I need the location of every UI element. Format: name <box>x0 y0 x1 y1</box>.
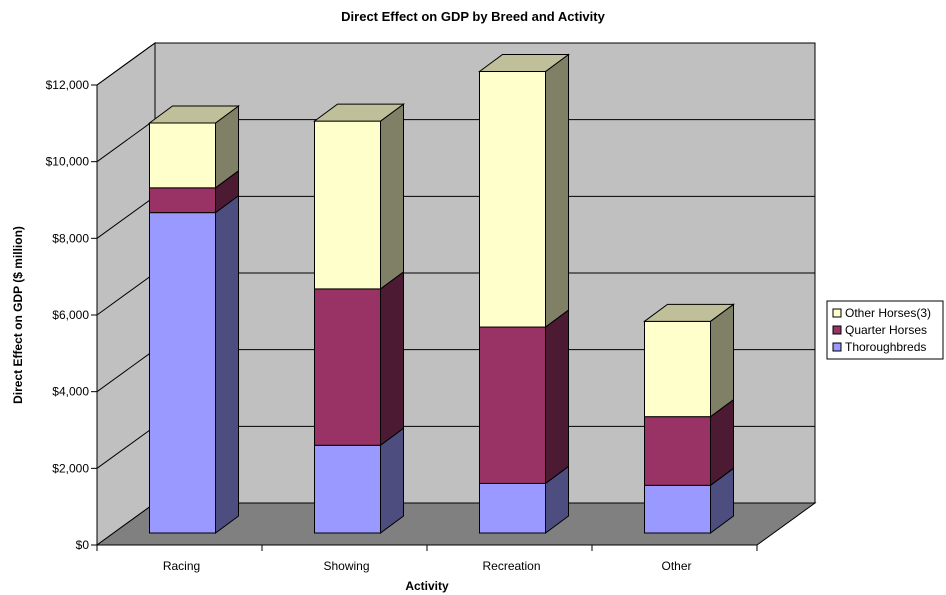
bar-segment <box>149 194 239 534</box>
legend: Other Horses(3) Quarter Horses Thoroughbre… <box>826 300 944 360</box>
x-tick-label: Racing <box>163 559 200 573</box>
bar-segment <box>314 270 404 447</box>
bar-side <box>380 427 404 534</box>
legend-swatch <box>832 308 842 318</box>
bar-segment <box>477 53 571 329</box>
bar-top <box>642 303 736 322</box>
bars <box>147 53 736 534</box>
x-tick-label: Other <box>661 559 691 573</box>
y-tick-label: $12,000 <box>46 78 90 92</box>
bar-front <box>149 187 216 214</box>
gridline <box>96 42 815 86</box>
bar-segment <box>147 105 241 189</box>
y-axis-title: Direct Effect on GDP ($ million) <box>11 226 25 404</box>
bar-side <box>380 270 404 447</box>
bar-segment <box>644 398 734 487</box>
y-tick-label: $2,000 <box>52 461 89 475</box>
legend-label: Thoroughbreds <box>845 340 926 354</box>
bar-front <box>314 444 381 534</box>
x-tick-label: Recreation <box>482 559 540 573</box>
bar-top <box>312 103 406 122</box>
legend-swatch <box>832 325 842 335</box>
bar-front <box>314 288 381 446</box>
bar-front <box>479 326 546 484</box>
bar-segment <box>314 427 404 534</box>
bar-front <box>479 71 546 328</box>
x-tick-label: Showing <box>323 559 369 573</box>
axes: $0 $2,000 $4,000 $6,000 $8,000 $10,000 $12,000… <box>46 78 758 573</box>
bar-front <box>479 482 546 534</box>
legend-label: Quarter Horses <box>845 323 927 337</box>
legend-label: Other Horses(3) <box>845 306 931 320</box>
legend-swatch <box>832 342 842 352</box>
y-tick-label: $8,000 <box>52 231 89 245</box>
bar-side <box>545 53 569 329</box>
bar-segment <box>642 303 736 418</box>
bar-segment <box>479 465 569 534</box>
y-tick-label: $0 <box>76 538 90 552</box>
bar-front <box>644 484 711 534</box>
bar-side <box>710 303 734 418</box>
bar-segment <box>479 309 569 485</box>
x-axis-title: Activity <box>405 579 449 593</box>
bar-segment <box>644 467 734 534</box>
bar-front <box>149 122 216 189</box>
y-tick-label: $10,000 <box>46 155 90 169</box>
bar-front <box>644 416 711 486</box>
bar-front <box>149 212 216 534</box>
legend-box <box>826 300 944 360</box>
y-tick-label: $6,000 <box>52 308 89 322</box>
bar-top <box>477 54 571 73</box>
bar-top <box>147 105 241 124</box>
bar-side <box>545 309 569 485</box>
bar-segment <box>312 103 406 290</box>
bar-front <box>314 120 381 290</box>
bar-front <box>644 320 711 418</box>
bar-side <box>380 103 404 290</box>
bar-side <box>215 194 239 534</box>
y-tick-label: $4,000 <box>52 385 89 399</box>
chart-title: Direct Effect on GDP by Breed and Activi… <box>341 9 605 24</box>
bar-segment <box>149 169 239 214</box>
